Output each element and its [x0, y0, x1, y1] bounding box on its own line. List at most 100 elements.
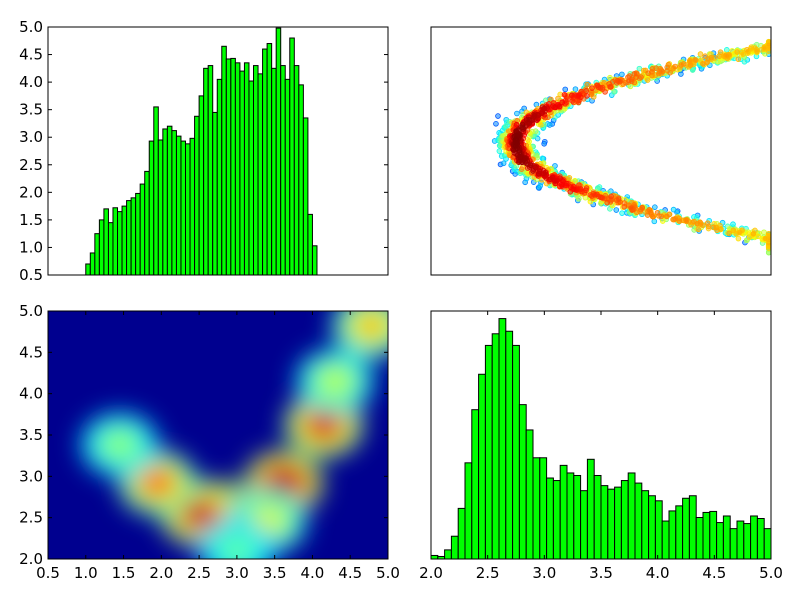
histogram-bar [289, 37, 295, 275]
x-tick-label: 3.5 [263, 564, 287, 582]
histogram-bar [117, 211, 123, 275]
scatter-point [638, 74, 644, 80]
y-tick-label: 3.5 [19, 426, 43, 444]
scatter-point [505, 128, 512, 134]
scatter-point [621, 203, 628, 210]
scatter-point [717, 49, 724, 55]
histogram-bar [736, 520, 745, 559]
histogram-bar [491, 333, 500, 559]
histogram-bar [307, 213, 313, 275]
histogram-bottom-right-panel: 2.0 2.5 3.0 3.5 4.0 4.5 5.0 [419, 310, 783, 582]
histogram-top-left-bars [85, 27, 318, 275]
y-tick-label: 2.0 [19, 183, 43, 201]
scatter-top-right-panel [430, 26, 772, 276]
scatter-point [516, 149, 523, 156]
histogram-bar [175, 135, 182, 275]
scatter-point [734, 49, 741, 55]
scatter-point [583, 88, 590, 94]
histogram-bar [275, 27, 282, 275]
histogram-bar [620, 480, 629, 559]
histogram-bar [107, 222, 114, 275]
scatter-point [550, 103, 556, 109]
histogram-bar [586, 458, 595, 559]
x-tick-label: 1.5 [112, 564, 136, 582]
scatter-point [517, 154, 524, 161]
scatter-point [613, 207, 620, 213]
scatter-point [715, 58, 721, 65]
density-blob [105, 432, 135, 457]
x-tick-label: 2.5 [476, 564, 500, 582]
scatter-point [714, 227, 720, 234]
density-blob [309, 413, 339, 438]
histogram-bar [162, 128, 168, 275]
scatter-point [541, 140, 547, 147]
scatter-point [572, 86, 579, 92]
scatter-point [519, 124, 526, 131]
scatter-point [658, 213, 665, 220]
scatter-point [672, 63, 678, 70]
histogram-bar [627, 472, 636, 559]
x-tick-label: 3.0 [225, 564, 249, 582]
scatter-point [697, 219, 703, 225]
scatter-point [607, 83, 613, 90]
density-bottom-left-panel: 0.5 1.0 1.5 2.0 2.5 3.0 3.5 4.0 4.5 5.0 2.0 2.5 3.0… [19, 302, 400, 582]
scatter-point [644, 77, 651, 83]
histogram-bar [135, 192, 141, 275]
density-blob [184, 501, 214, 526]
histogram-bar [130, 197, 137, 275]
histogram-bar [552, 480, 561, 559]
y-tick-label: 4.0 [19, 73, 43, 91]
scatter-point [569, 92, 575, 99]
scatter-point [539, 155, 546, 162]
scatter-point [755, 233, 761, 240]
x-tick-label: 4.0 [301, 564, 325, 582]
histogram-bar [266, 43, 273, 275]
histogram-bar [94, 233, 100, 275]
scatter-point [495, 113, 501, 119]
histogram-bar [225, 58, 232, 275]
x-tick-label: 2.0 [419, 564, 443, 582]
histogram-bar [189, 137, 196, 275]
histogram-bar [668, 510, 677, 559]
scatter-point [651, 218, 658, 225]
scatter-point [664, 213, 670, 220]
scatter-point [514, 110, 520, 117]
histogram-bar [271, 67, 277, 275]
histogram-bar [559, 464, 568, 559]
histogram-bar [654, 500, 663, 559]
scatter-point [687, 57, 693, 64]
scatter-point [754, 48, 760, 55]
histogram-bar [444, 549, 452, 559]
scatter-point [594, 82, 601, 89]
y-tick-label: 3.0 [19, 467, 43, 485]
y-tick-label: 2.5 [19, 509, 43, 527]
scatter-point [587, 192, 594, 198]
scatter-point [659, 218, 666, 224]
histogram-bar [770, 525, 771, 559]
scatter-point [700, 60, 706, 67]
y-tick-label: 5.0 [19, 18, 43, 36]
scatter-point [678, 62, 684, 68]
scatter-point [562, 86, 569, 93]
x-axis-bottom-left: 0.5 1.0 1.5 2.0 2.5 3.0 3.5 4.0 4.5 5.0 [36, 311, 400, 582]
histogram-bar [532, 457, 541, 559]
histogram-bar [203, 67, 209, 275]
scatter-point [735, 56, 742, 62]
histogram-bar [518, 404, 527, 559]
scatter-point [608, 193, 614, 200]
histogram-bar [284, 78, 291, 275]
histogram-top-left-panel: 0.5 1.0 1.5 2.0 2.5 3.0 3.5 4.0 4.5 5.0 [19, 18, 389, 284]
histogram-bar [695, 516, 704, 559]
scatter-point [645, 70, 651, 77]
x-tick-label: 4.0 [646, 564, 670, 582]
histogram-bar [729, 528, 738, 559]
scatter-point [530, 168, 536, 174]
histogram-bar [293, 65, 300, 275]
x-tick-label: 1.0 [74, 564, 98, 582]
histogram-bar [157, 139, 164, 275]
scatter-point [710, 224, 717, 231]
histogram-bar [248, 80, 255, 275]
scatter-top-right-points [491, 38, 771, 256]
histogram-bar [763, 528, 771, 559]
